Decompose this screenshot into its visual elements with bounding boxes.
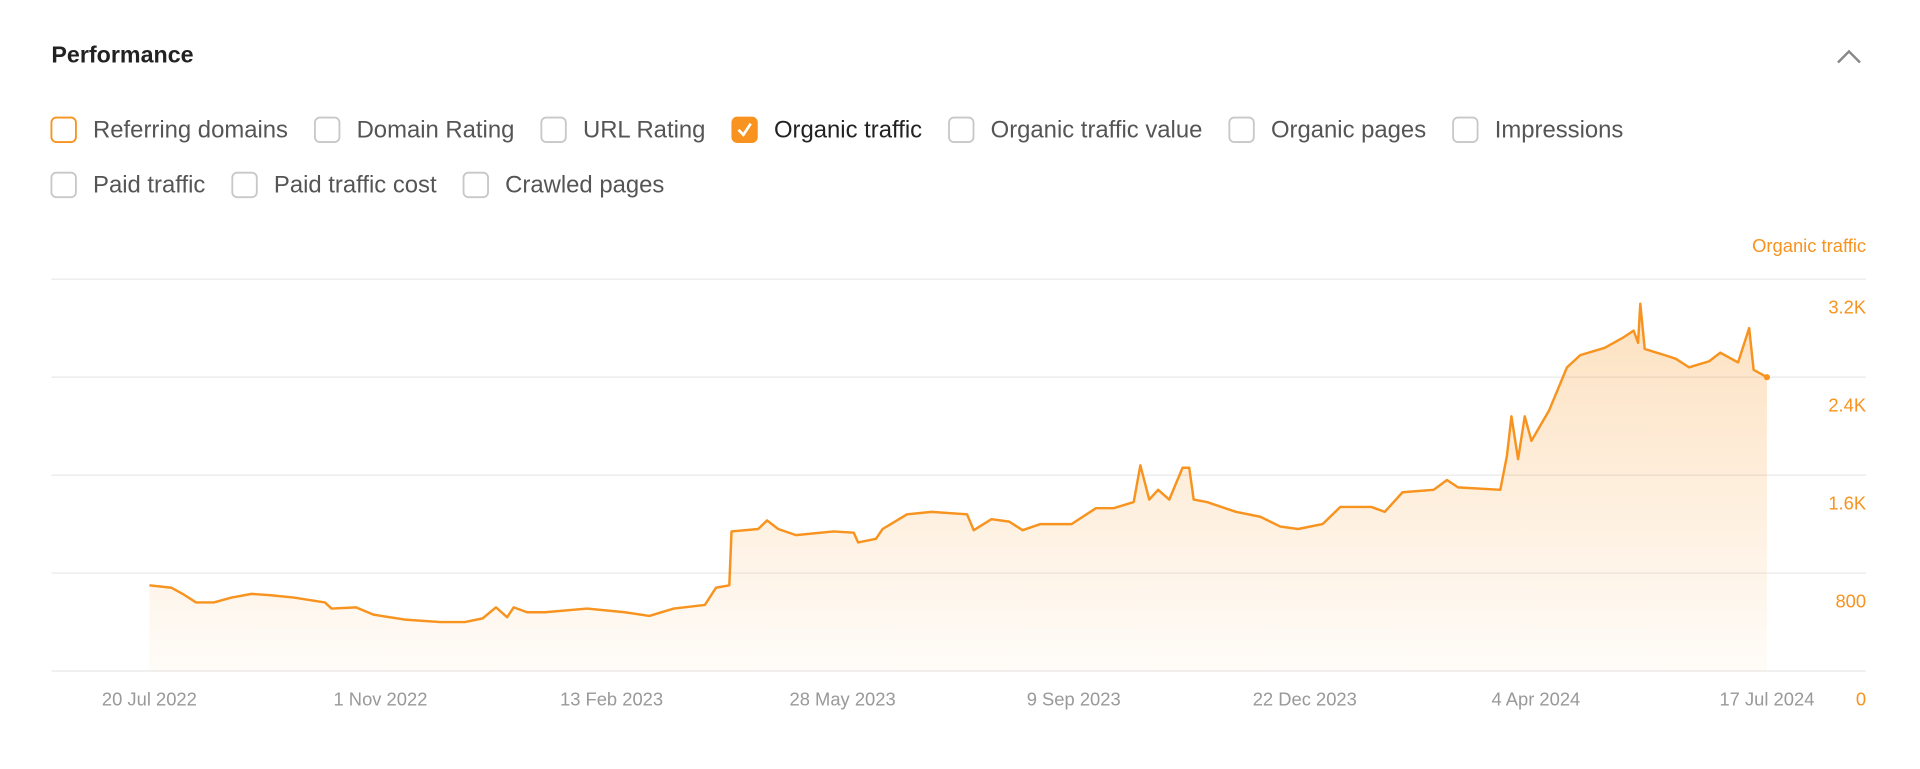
x-tick-label: 22 Dec 2023	[1253, 688, 1357, 709]
chart: Organic traffic 0 800 1.6K 2.4K 3.2K 20 Jul 20…	[51, 235, 1867, 709]
checkbox-item[interactable]: Domain Rating	[314, 116, 515, 143]
x-tick-label: 9 Sep 2023	[1027, 688, 1121, 709]
checkbox[interactable]	[1452, 116, 1479, 143]
x-tick-label: 20 Jul 2022	[102, 688, 197, 709]
checkbox-label: Organic traffic	[774, 116, 922, 143]
checkbox-label: URL Rating	[583, 116, 705, 143]
checkbox-item[interactable]: URL Rating	[540, 116, 705, 143]
y-tick-label: 1.6K	[1828, 492, 1867, 513]
checkbox-item[interactable]: Impressions	[1452, 116, 1624, 143]
checkbox-item[interactable]: Referring domains	[50, 116, 288, 143]
checkbox[interactable]	[231, 171, 258, 199]
checkbox-label: Paid traffic cost	[274, 171, 437, 198]
checkbox-item[interactable]: Paid traffic cost	[231, 171, 437, 199]
checkmark	[737, 122, 752, 137]
end-point	[1763, 374, 1770, 381]
checkbox[interactable]	[731, 116, 758, 143]
checkbox[interactable]	[948, 116, 975, 143]
collapse-button[interactable]	[1837, 49, 1861, 64]
checkbox-label: Paid traffic	[93, 171, 205, 198]
x-tick-label: 1 Nov 2022	[334, 688, 428, 709]
y-tick-label: 0	[1856, 688, 1866, 709]
checkbox-label: Crawled pages	[505, 171, 664, 198]
checkbox[interactable]	[50, 171, 77, 199]
checkbox-item[interactable]: Paid traffic	[50, 171, 205, 199]
checkbox-item[interactable]: Organic pages	[1228, 116, 1426, 143]
series-line	[149, 302, 1768, 624]
checkbox[interactable]	[540, 116, 567, 143]
checkbox[interactable]	[314, 116, 341, 143]
y-tick-label: 3.2K	[1828, 296, 1867, 317]
checkbox-item[interactable]: Organic traffic value	[948, 116, 1203, 143]
checkbox-label: Organic pages	[1271, 116, 1426, 143]
checkbox-item[interactable]: Crawled pages	[462, 171, 665, 199]
panel-title: Performance	[51, 41, 193, 67]
checkbox[interactable]	[50, 116, 77, 143]
x-tick-label: 28 May 2023	[790, 688, 896, 709]
y-axis-title: Organic traffic	[1752, 235, 1866, 256]
x-tick-label: 4 Apr 2024	[1491, 688, 1580, 709]
metric-filters: Referring domains Domain Rating URL Rating…	[50, 116, 1624, 199]
area-fill	[149, 303, 1767, 672]
x-tick-label: 17 Jul 2024	[1719, 688, 1814, 709]
checkbox[interactable]	[1228, 116, 1255, 143]
checkbox-label: Domain Rating	[357, 116, 515, 143]
y-tick-label: 800	[1835, 590, 1866, 611]
checkbox-label: Impressions	[1495, 116, 1624, 143]
checkbox[interactable]	[462, 171, 489, 199]
checkbox-item[interactable]: Organic traffic	[731, 116, 922, 143]
y-tick-label: 2.4K	[1828, 394, 1867, 415]
checkbox-label: Organic traffic value	[991, 116, 1203, 143]
checkbox-label: Referring domains	[93, 116, 288, 143]
x-tick-label: 13 Feb 2023	[560, 688, 663, 709]
